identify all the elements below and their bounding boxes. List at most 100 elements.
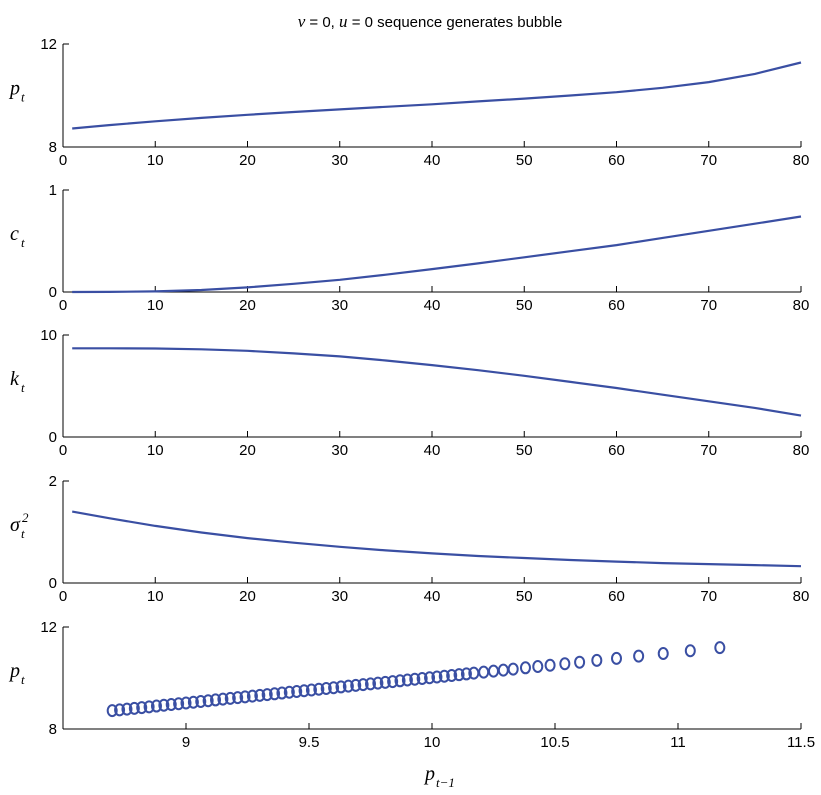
scatter-point (128, 701, 140, 715)
scatter-point (714, 641, 726, 655)
scatter-point (173, 697, 185, 711)
scatter-point (387, 675, 399, 689)
scatter-point (313, 682, 325, 696)
scatter-point (438, 669, 450, 683)
y-axis-label: p (8, 78, 20, 100)
scatter-point (246, 689, 258, 703)
x-tick-label: 30 (331, 442, 348, 459)
scatter-point (394, 674, 406, 688)
x-tick-label: 9.5 (299, 734, 320, 751)
y-axis-label-subscript: t (21, 380, 25, 395)
scatter-point (401, 673, 413, 687)
x-tick-label: 0 (59, 297, 67, 314)
x-axis-label-subscript: t−1 (436, 775, 455, 790)
x-tick-label: 9 (182, 734, 190, 751)
x-tick-label: 70 (700, 442, 717, 459)
x-tick-label: 30 (331, 297, 348, 314)
x-tick-label: 70 (700, 297, 717, 314)
y-tick-label: 1 (49, 182, 57, 199)
scatter-point (497, 663, 509, 677)
scatter-point (195, 694, 207, 708)
scatter-point (202, 694, 214, 708)
scatter-point (165, 698, 177, 712)
title-segment: = 0 sequence generates bubble (348, 14, 563, 31)
scatter-point (232, 691, 244, 705)
figure-title: v = 0, u = 0 sequence generates bubble (298, 12, 563, 31)
y-axis-label-subscript: t (21, 235, 25, 250)
x-tick-label: 11 (670, 734, 686, 751)
scatter-point (276, 686, 288, 700)
series-line (72, 510, 802, 568)
x-tick-label: 40 (424, 297, 441, 314)
x-tick-label: 10 (424, 734, 441, 751)
x-tick-label: 60 (608, 297, 625, 314)
title-segment: v (298, 12, 306, 31)
scatter-point (254, 688, 266, 702)
y-tick-label: 8 (49, 139, 57, 156)
x-tick-label: 60 (608, 588, 625, 605)
scatter-point (136, 701, 148, 715)
scatter-point (488, 664, 499, 678)
scatter-point (283, 685, 295, 699)
scatter-point (409, 672, 421, 686)
scatter-point (269, 687, 281, 701)
scatter-point (342, 679, 354, 693)
scatter-point (379, 675, 391, 689)
scatter-point (532, 660, 544, 674)
x-tick-label: 80 (793, 588, 810, 605)
x-tick-label: 60 (608, 152, 625, 169)
y-tick-label: 8 (49, 721, 57, 738)
series-line (72, 61, 802, 130)
y-tick-label: 0 (49, 429, 57, 446)
y-axis-label: c (10, 223, 19, 245)
scatter-point (158, 698, 170, 712)
scatter-point (335, 680, 347, 694)
series-line (72, 215, 802, 294)
scatter-point (416, 672, 428, 686)
scatter-point (187, 695, 199, 709)
x-tick-label: 40 (424, 588, 441, 605)
scatter-point (559, 657, 571, 671)
y-axis-label-subscript: t (21, 90, 25, 105)
scatter-point (143, 700, 155, 714)
scatter-point (106, 704, 118, 718)
scatter-point (180, 696, 192, 710)
y-axis-label-superscript: 2 (22, 510, 29, 525)
subplot-3: 0 10 20 30 40 50 60 70 80 0 10 k t (10, 327, 809, 459)
x-tick-label: 10 (147, 588, 164, 605)
title-segment: u (339, 12, 348, 31)
y-tick-label: 0 (49, 575, 57, 592)
x-tick-label: 0 (59, 442, 67, 459)
scatter-point (350, 678, 362, 692)
scatter-point (507, 662, 519, 676)
scatter-point (431, 670, 443, 684)
x-tick-label: 10 (147, 442, 164, 459)
x-tick-label: 50 (516, 588, 533, 605)
x-tick-label: 30 (331, 588, 348, 605)
scatter-point (591, 653, 603, 667)
scatter-point (453, 668, 465, 682)
x-tick-label: 40 (424, 152, 441, 169)
x-tick-label: 50 (516, 297, 533, 314)
x-tick-label: 0 (59, 152, 67, 169)
x-tick-label: 10 (147, 297, 164, 314)
scatter-point (611, 651, 622, 665)
y-axis-label-subscript: t (21, 672, 25, 687)
scatter-point (657, 647, 669, 661)
scatter-point (150, 699, 162, 713)
scatter-point (684, 644, 696, 658)
y-tick-label: 12 (40, 36, 57, 53)
scatter-point (544, 658, 556, 672)
subplot-1: 0 10 20 30 40 50 60 70 80 8 12 p t (8, 36, 809, 169)
y-tick-label: 10 (40, 327, 57, 344)
scatter-point (291, 685, 303, 699)
series-line (72, 347, 802, 417)
scatter-point (210, 693, 222, 707)
scatter-point (305, 683, 317, 697)
scatter-point (114, 703, 126, 717)
x-tick-label: 10.5 (540, 734, 569, 751)
